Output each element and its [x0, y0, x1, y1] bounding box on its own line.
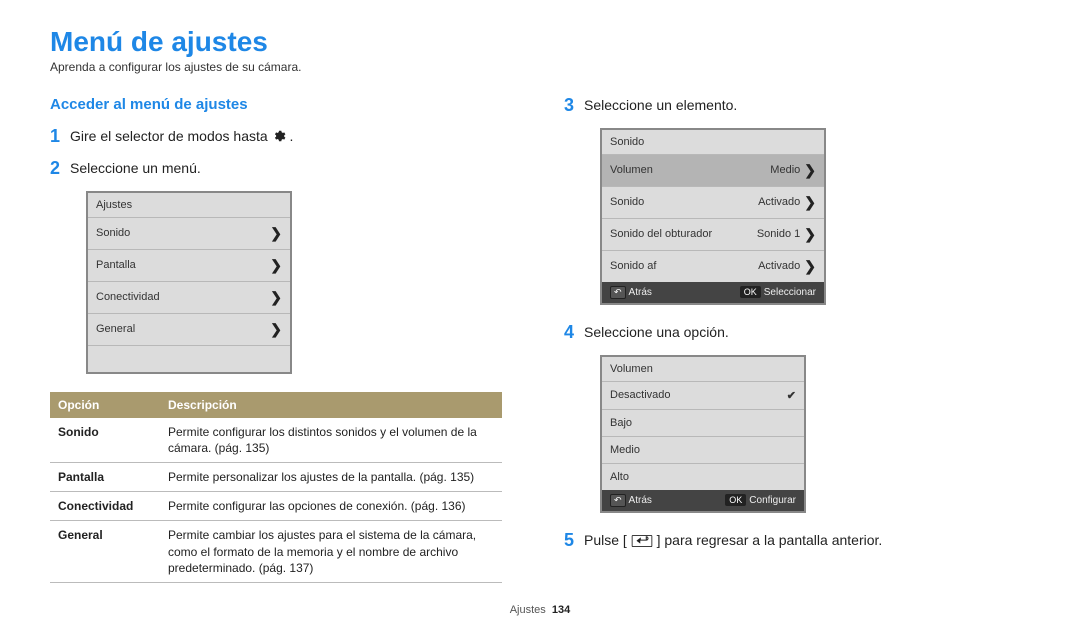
chevron-right-icon: ❯ [804, 258, 816, 275]
page-footer: Ajustes 134 [0, 604, 1080, 616]
options-description-table: Opción Descripción SonidoPermite configu… [50, 392, 502, 583]
table-header-description: Descripción [160, 392, 502, 418]
row-label: Sonido [96, 227, 130, 239]
camera-menu-row: Medio [602, 437, 804, 464]
back-icon: ↶ [610, 494, 626, 507]
ok-icon: OK [725, 494, 746, 506]
row-label [96, 353, 99, 365]
step-1: 1 Gire el selector de modos hasta . [50, 127, 516, 147]
row-label: Desactivado [610, 389, 671, 401]
camera-screen-volume-options: Volumen Desactivado ✔ Bajo Medio Alto ↶Atr… [600, 355, 806, 513]
footer-ok-label: Configurar [749, 495, 796, 506]
camera-menu-row: Sonido ❯ [88, 218, 290, 250]
chevron-right-icon: ❯ [270, 257, 282, 274]
option-description: Permite cambiar los ajustes para el sist… [160, 521, 502, 583]
step-1-text-pre: Gire el selector de modos hasta [70, 128, 272, 144]
row-label: Sonido [610, 196, 644, 208]
camera-menu-row: Sonido Activado ❯ [602, 187, 824, 219]
camera-menu-row: Bajo [602, 410, 804, 437]
row-label: Alto [610, 471, 629, 483]
footer-back-label: Atrás [629, 287, 652, 298]
footer-back-label: Atrás [629, 495, 652, 506]
table-row: PantallaPermite personalizar los ajustes… [50, 462, 502, 491]
camera-screen-menu-list: Ajustes Sonido❯Pantalla❯Conectividad❯Gen… [86, 191, 292, 374]
page-title: Menú de ajustes [50, 26, 1030, 58]
table-header-option: Opción [50, 392, 160, 418]
footer-section: Ajustes [510, 604, 546, 616]
camera-menu-row: Conectividad ❯ [88, 282, 290, 314]
footer-ok-label: Seleccionar [764, 287, 816, 298]
chevron-right-icon: ❯ [270, 289, 282, 306]
camera-menu-title: Sonido [602, 130, 824, 155]
camera-menu-row: Pantalla ❯ [88, 250, 290, 282]
row-value: Medio [770, 164, 800, 176]
step-2: 2 Seleccione un menú. [50, 159, 516, 179]
row-label: Pantalla [96, 259, 136, 271]
chevron-right-icon: ❯ [804, 194, 816, 211]
camera-menu-title: Volumen [602, 357, 804, 382]
table-row: GeneralPermite cambiar los ajustes para … [50, 521, 502, 583]
chevron-right-icon: ❯ [804, 226, 816, 243]
check-icon: ✔ [787, 389, 796, 402]
option-description: Permite configurar las opciones de conex… [160, 492, 502, 521]
step-4: 4 Seleccione una opción. [564, 323, 1030, 343]
camera-menu-row: Volumen Medio ❯ [602, 155, 824, 187]
camera-menu-row [88, 346, 290, 372]
chevron-right-icon: ❯ [804, 162, 816, 179]
option-name: Conectividad [50, 492, 160, 521]
chevron-right-icon: ❯ [270, 321, 282, 338]
camera-menu-row: Sonido del obturador Sonido 1 ❯ [602, 219, 824, 251]
camera-menu-row: Alto [602, 464, 804, 490]
step-3: 3 Seleccione un elemento. [564, 96, 1030, 116]
chevron-right-icon: ❯ [270, 225, 282, 242]
return-icon [631, 535, 653, 547]
option-description: Permite personalizar los ajustes de la p… [160, 462, 502, 491]
row-label: Bajo [610, 417, 632, 429]
row-label: Medio [610, 444, 640, 456]
row-label: General [96, 323, 135, 335]
page-subtitle: Aprenda a configurar los ajustes de su c… [50, 60, 1030, 74]
footer-page-number: 134 [552, 604, 570, 616]
step-1-text-post: . [289, 128, 293, 144]
row-value: Activado [758, 260, 800, 272]
camera-menu-row: Sonido af Activado ❯ [602, 251, 824, 282]
camera-menu-row: Desactivado ✔ [602, 382, 804, 410]
option-name: General [50, 521, 160, 583]
step-5-text-pre: Pulse [ [584, 532, 627, 548]
gear-icon [272, 129, 286, 143]
step-5-text-post: ] para regresar a la pantalla anterior. [657, 532, 883, 548]
back-icon: ↶ [610, 286, 626, 299]
row-label: Conectividad [96, 291, 160, 303]
step-5: 5 Pulse [ ] para regresar a la pantalla … [564, 531, 1030, 551]
row-value: Activado [758, 196, 800, 208]
row-value: Sonido 1 [757, 228, 800, 240]
table-row: ConectividadPermite configurar las opcio… [50, 492, 502, 521]
section-heading: Acceder al menú de ajustes [50, 96, 516, 113]
option-name: Sonido [50, 418, 160, 463]
option-description: Permite configurar los distintos sonidos… [160, 418, 502, 463]
option-name: Pantalla [50, 462, 160, 491]
camera-menu-title: Ajustes [88, 193, 290, 218]
row-label: Volumen [610, 164, 653, 176]
row-label: Sonido del obturador [610, 228, 712, 240]
camera-screen-sound-settings: Sonido VolumenMedio❯SonidoActivado❯Sonid… [600, 128, 826, 305]
ok-icon: OK [740, 286, 761, 298]
table-row: SonidoPermite configurar los distintos s… [50, 418, 502, 463]
row-label: Sonido af [610, 260, 656, 272]
camera-menu-row: General ❯ [88, 314, 290, 346]
